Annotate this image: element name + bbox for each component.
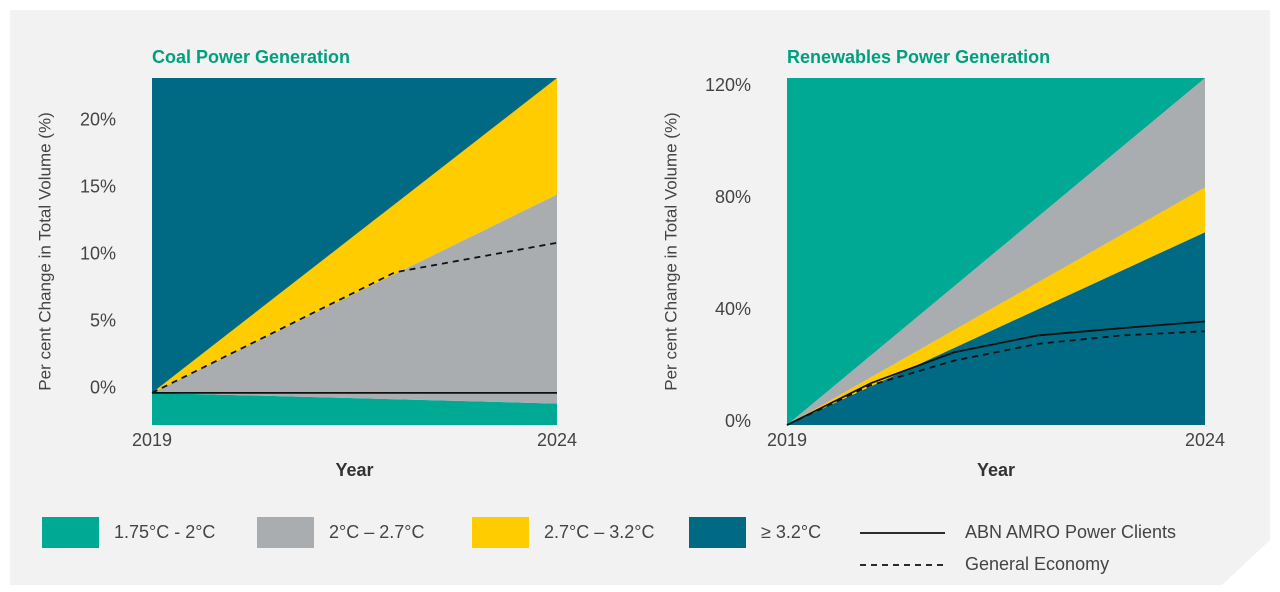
legend-swatch: [42, 517, 99, 548]
band-area: [787, 78, 1205, 425]
legend-label: 2.7°C – 3.2°C: [544, 522, 654, 542]
y-tick-label: 0%: [725, 411, 751, 431]
band-area: [152, 78, 557, 393]
legend-label: General Economy: [965, 554, 1109, 574]
y-tick-label: 20%: [80, 110, 116, 130]
y-axis-label: Per cent Change in Total Volume (%): [661, 112, 680, 390]
y-tick-label: 80%: [715, 187, 751, 207]
x-tick-label: 2019: [132, 430, 172, 450]
y-tick-label: 120%: [705, 75, 751, 95]
y-tick-label: 5%: [90, 311, 116, 331]
legend-swatch: [689, 517, 746, 548]
x-axis-label: Year: [335, 460, 373, 480]
y-tick-label: 0%: [90, 378, 116, 398]
legend-swatch: [257, 517, 314, 548]
legend-label: 1.75°C - 2°C: [114, 522, 215, 542]
y-tick-label: 40%: [715, 299, 751, 319]
legend-swatch: [472, 517, 529, 548]
legend-label: ABN AMRO Power Clients: [965, 522, 1176, 542]
legend-label: 2°C – 2.7°C: [329, 522, 424, 542]
series-line: [786, 330, 1206, 426]
band-area: [152, 194, 557, 404]
x-tick-label: 2024: [1185, 430, 1225, 450]
band-area: [152, 392, 557, 425]
x-axis-label: Year: [977, 460, 1015, 480]
x-tick-label: 2019: [767, 430, 807, 450]
chart-title: Coal Power Generation: [152, 47, 350, 67]
y-tick-label: 10%: [80, 244, 116, 264]
x-tick-label: 2024: [537, 430, 577, 450]
series-line: [786, 320, 1206, 426]
series-line: [151, 241, 558, 394]
y-tick-label: 15%: [80, 177, 116, 197]
chart-title: Renewables Power Generation: [787, 47, 1050, 67]
y-axis-label: Per cent Change in Total Volume (%): [35, 112, 54, 390]
legend-label: ≥ 3.2°C: [761, 522, 821, 542]
